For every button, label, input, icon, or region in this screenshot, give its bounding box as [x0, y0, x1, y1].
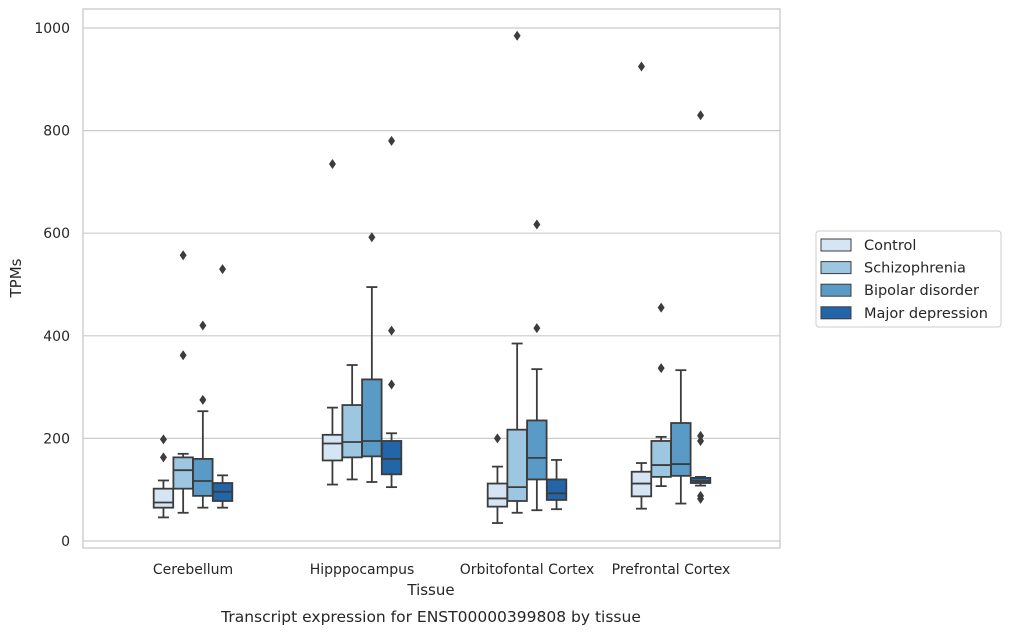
legend-item: Major depression	[820, 306, 988, 322]
y-tick-label: 800	[43, 124, 70, 140]
outlier-point	[159, 452, 167, 463]
outlier-point	[199, 320, 207, 331]
box-iqr	[361, 378, 383, 458]
box-iqr	[321, 433, 344, 462]
y-tick-label: 600	[43, 226, 70, 242]
outlier-point	[697, 430, 705, 441]
box-control	[486, 433, 509, 524]
box-control	[152, 434, 175, 519]
legend-swatch	[820, 238, 852, 252]
legend-swatch	[820, 283, 852, 297]
box-iqr	[670, 422, 692, 477]
legend-swatch	[820, 306, 852, 320]
outlier-point	[697, 110, 705, 121]
legend-label: Schizophrenia	[864, 261, 966, 277]
outlier-point	[513, 30, 521, 41]
box-major-depression	[380, 135, 403, 489]
box-bipolar-disorder	[670, 369, 692, 505]
box-schizophrenia	[172, 250, 194, 514]
outlier-point	[179, 350, 187, 361]
box-iqr	[506, 428, 528, 502]
box-iqr	[172, 456, 194, 490]
chart-caption: Transcript expression for ENST0000039980…	[220, 608, 641, 626]
legend-label: Bipolar disorder	[864, 283, 979, 299]
outlier-point	[199, 394, 207, 405]
y-axis-label: TPMs	[7, 258, 25, 298]
legend-item: Bipolar disorder	[820, 283, 979, 299]
outlier-point	[493, 433, 501, 444]
outlier-point	[657, 302, 665, 313]
x-axis-label: Tissue	[406, 581, 454, 599]
box-iqr	[650, 440, 672, 478]
legend-item: Schizophrenia	[820, 261, 966, 277]
outlier-point	[328, 158, 336, 169]
x-axis-ticks: Cerebellum Hipppocampus Orbitofontal Corte…	[153, 562, 730, 578]
box-major-depression	[545, 459, 568, 511]
box-control	[321, 158, 344, 486]
outlier-point	[159, 434, 167, 445]
legend-label: Control	[864, 238, 916, 254]
box-iqr	[341, 404, 363, 459]
outlier-point	[533, 219, 541, 230]
x-tick-label: Orbitofontal Cortex	[460, 562, 595, 578]
x-tick-label: Prefrontal Cortex	[612, 562, 731, 578]
legend-frame	[815, 230, 1002, 328]
box-schizophrenia	[650, 302, 672, 488]
outlier-point	[637, 61, 645, 72]
box-bipolar-disorder	[526, 219, 548, 512]
outlier-point	[533, 323, 541, 334]
legend-item: Control	[820, 238, 916, 254]
box-bipolar-disorder	[361, 232, 383, 483]
x-tick-label: Cerebellum	[153, 562, 233, 578]
x-tick-label: Hipppocampus	[310, 562, 415, 578]
outlier-point	[697, 435, 705, 446]
box-iqr	[152, 487, 175, 509]
box-iqr	[486, 482, 509, 508]
outlier-point	[388, 135, 396, 146]
outlier-point	[388, 325, 396, 336]
legend-swatch	[820, 261, 852, 275]
box-plot-area	[152, 30, 712, 524]
box-iqr	[192, 458, 214, 497]
y-tick-label: 400	[43, 329, 70, 345]
y-tick-label: 1000	[34, 21, 70, 37]
box-control	[630, 61, 653, 510]
legend-label: Major depression	[864, 306, 988, 322]
y-tick-label: 200	[43, 431, 70, 447]
outlier-point	[219, 264, 227, 275]
plot-frame	[82, 8, 781, 549]
box-major-depression	[689, 110, 712, 504]
outlier-point	[388, 379, 396, 390]
y-axis-ticks: 0 200 400 600 800 1000	[34, 21, 70, 550]
outlier-point	[697, 493, 705, 504]
box-schizophrenia	[506, 30, 528, 514]
y-tick-label: 0	[61, 534, 70, 550]
box-schizophrenia	[341, 364, 363, 481]
legend: Control Schizophrenia Bipolar disorder Majo…	[815, 230, 1002, 328]
gridlines	[83, 27, 780, 542]
outlier-point	[657, 363, 665, 374]
box-iqr	[526, 419, 548, 481]
box-iqr	[380, 440, 403, 476]
outlier-point	[179, 250, 187, 261]
box-major-depression	[211, 264, 234, 509]
outlier-point	[368, 232, 376, 243]
box-bipolar-disorder	[192, 320, 214, 509]
box-iqr	[545, 478, 568, 501]
